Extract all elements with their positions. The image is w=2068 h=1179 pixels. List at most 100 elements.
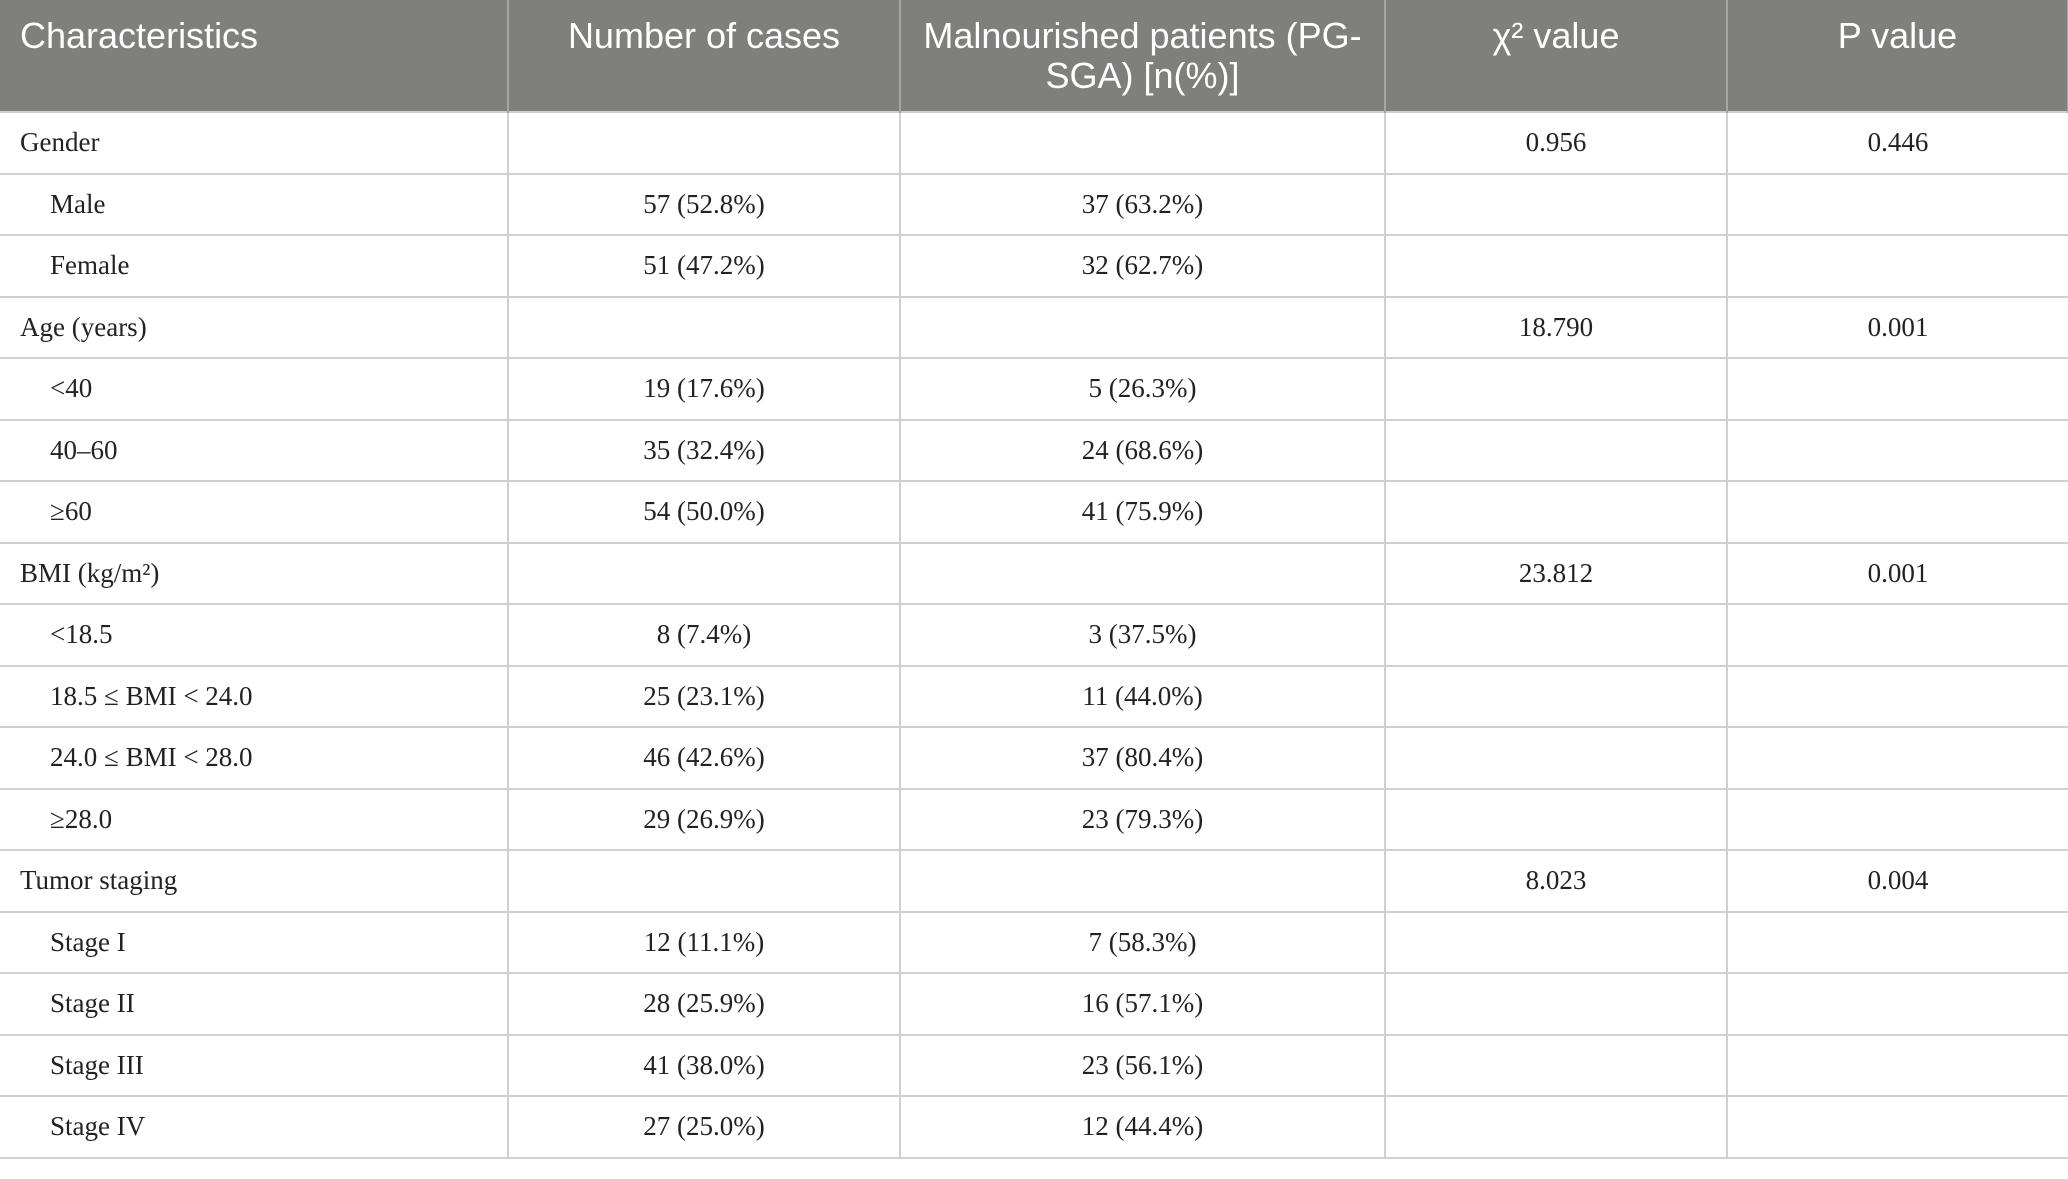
table-cell: 37 (63.2%) [899,172,1386,236]
table-cell: 0.956 [1384,111,1728,175]
table-cell: 27 (25.0%) [507,1095,901,1159]
table-cell [1384,664,1728,728]
table-cell: 32 (62.7%) [899,234,1386,298]
table-cell [1726,664,2068,728]
table-cell: 18.790 [1384,295,1728,359]
table-cell: 23 (79.3%) [899,787,1386,851]
table-cell: <40 [0,357,509,421]
table-cell: 23.812 [1384,541,1728,605]
table-row: ≥28.0 29 (26.9%) 23 (79.3%) [0,787,2068,851]
table-body: Gender 0.956 0.446 Male 57 (52.8%) 37 (63.2%)… [0,111,2068,1159]
table-cell: 46 (42.6%) [507,726,901,790]
table-cell: Tumor staging [0,849,509,913]
table-cell [1384,726,1728,790]
table-row: Stage I 12 (11.1%) 7 (58.3%) [0,910,2068,974]
table-cell: 35 (32.4%) [507,418,901,482]
table-cell: 8.023 [1384,849,1728,913]
header-row: Characteristics Number of cases Malnourish… [0,0,2068,112]
table-row: <40 19 (17.6%) 5 (26.3%) [0,357,2068,421]
table-row: 18.5 ≤ BMI < 24.0 25 (23.1%) 11 (44.0%) [0,664,2068,728]
header-cell: Characteristics [0,0,509,112]
table-row: Male 57 (52.8%) 37 (63.2%) [0,172,2068,236]
table-cell [1384,480,1728,544]
table-cell [899,849,1386,913]
table-cell [1384,172,1728,236]
table-cell: 28 (25.9%) [507,972,901,1036]
header-cell: χ² value [1385,0,1728,112]
table-cell: 29 (26.9%) [507,787,901,851]
table-cell [507,111,901,175]
table-cell [1726,357,2068,421]
table-cell [1384,787,1728,851]
table-cell [1384,1033,1728,1097]
table-cell: 0.446 [1726,111,2068,175]
table-cell: 41 (38.0%) [507,1033,901,1097]
table-cell [1726,172,2068,236]
table-cell: 12 (44.4%) [899,1095,1386,1159]
table-row: BMI (kg/m²) 23.812 0.001 [0,541,2068,605]
table-cell [1726,787,2068,851]
table-cell [899,295,1386,359]
table-cell: 0.001 [1726,541,2068,605]
table-cell: 7 (58.3%) [899,910,1386,974]
table-row: ≥60 54 (50.0%) 41 (75.9%) [0,480,2068,544]
table-cell: 41 (75.9%) [899,480,1386,544]
table-cell [1384,910,1728,974]
table-cell: ≥60 [0,480,509,544]
table-cell: Stage III [0,1033,509,1097]
table-cell [1726,726,2068,790]
table-cell [1726,910,2068,974]
table-row: Stage II 28 (25.9%) 16 (57.1%) [0,972,2068,1036]
table-cell: ≥28.0 [0,787,509,851]
table-cell: 51 (47.2%) [507,234,901,298]
table-cell: 25 (23.1%) [507,664,901,728]
table-cell [899,111,1386,175]
table-cell: Gender [0,111,509,175]
table-cell: Age (years) [0,295,509,359]
table-cell: 23 (56.1%) [899,1033,1386,1097]
table-cell [1384,357,1728,421]
table-cell [1384,1095,1728,1159]
table-cell: 18.5 ≤ BMI < 24.0 [0,664,509,728]
table-cell: 54 (50.0%) [507,480,901,544]
table-cell: Male [0,172,509,236]
header-cell: P value [1727,0,2068,112]
table-cell: 12 (11.1%) [507,910,901,974]
table-cell: 0.001 [1726,295,2068,359]
table-row: 40–60 35 (32.4%) 24 (68.6%) [0,418,2068,482]
table-cell [1384,972,1728,1036]
table-cell [1726,1033,2068,1097]
table-cell [1384,418,1728,482]
table-row: Stage III 41 (38.0%) 23 (56.1%) [0,1033,2068,1097]
table-cell [1726,234,2068,298]
table-row: Female 51 (47.2%) 32 (62.7%) [0,234,2068,298]
table-cell: 57 (52.8%) [507,172,901,236]
table-cell [1726,418,2068,482]
table-cell [1726,1095,2068,1159]
table-cell [507,295,901,359]
table-cell: Stage IV [0,1095,509,1159]
table-cell: BMI (kg/m²) [0,541,509,605]
table-row: Age (years) 18.790 0.001 [0,295,2068,359]
table-cell: <18.5 [0,603,509,667]
table-cell [899,541,1386,605]
table-cell: 16 (57.1%) [899,972,1386,1036]
table-row: Gender 0.956 0.446 [0,111,2068,175]
table-cell: 24.0 ≤ BMI < 28.0 [0,726,509,790]
table-cell: 8 (7.4%) [507,603,901,667]
table-row: <18.5 8 (7.4%) 3 (37.5%) [0,603,2068,667]
table-cell: 5 (26.3%) [899,357,1386,421]
table-cell: Stage I [0,910,509,974]
table-cell [507,541,901,605]
header-cell: Number of cases [508,0,901,112]
table-cell [1726,972,2068,1036]
header-cell: Malnourished patients (PG-SGA) [n(%)] [900,0,1386,112]
table-cell: 19 (17.6%) [507,357,901,421]
table-cell: 0.004 [1726,849,2068,913]
table-row: Tumor staging 8.023 0.004 [0,849,2068,913]
table-cell: Female [0,234,509,298]
table-cell: 3 (37.5%) [899,603,1386,667]
table-row: 24.0 ≤ BMI < 28.0 46 (42.6%) 37 (80.4%) [0,726,2068,790]
table-cell [507,849,901,913]
